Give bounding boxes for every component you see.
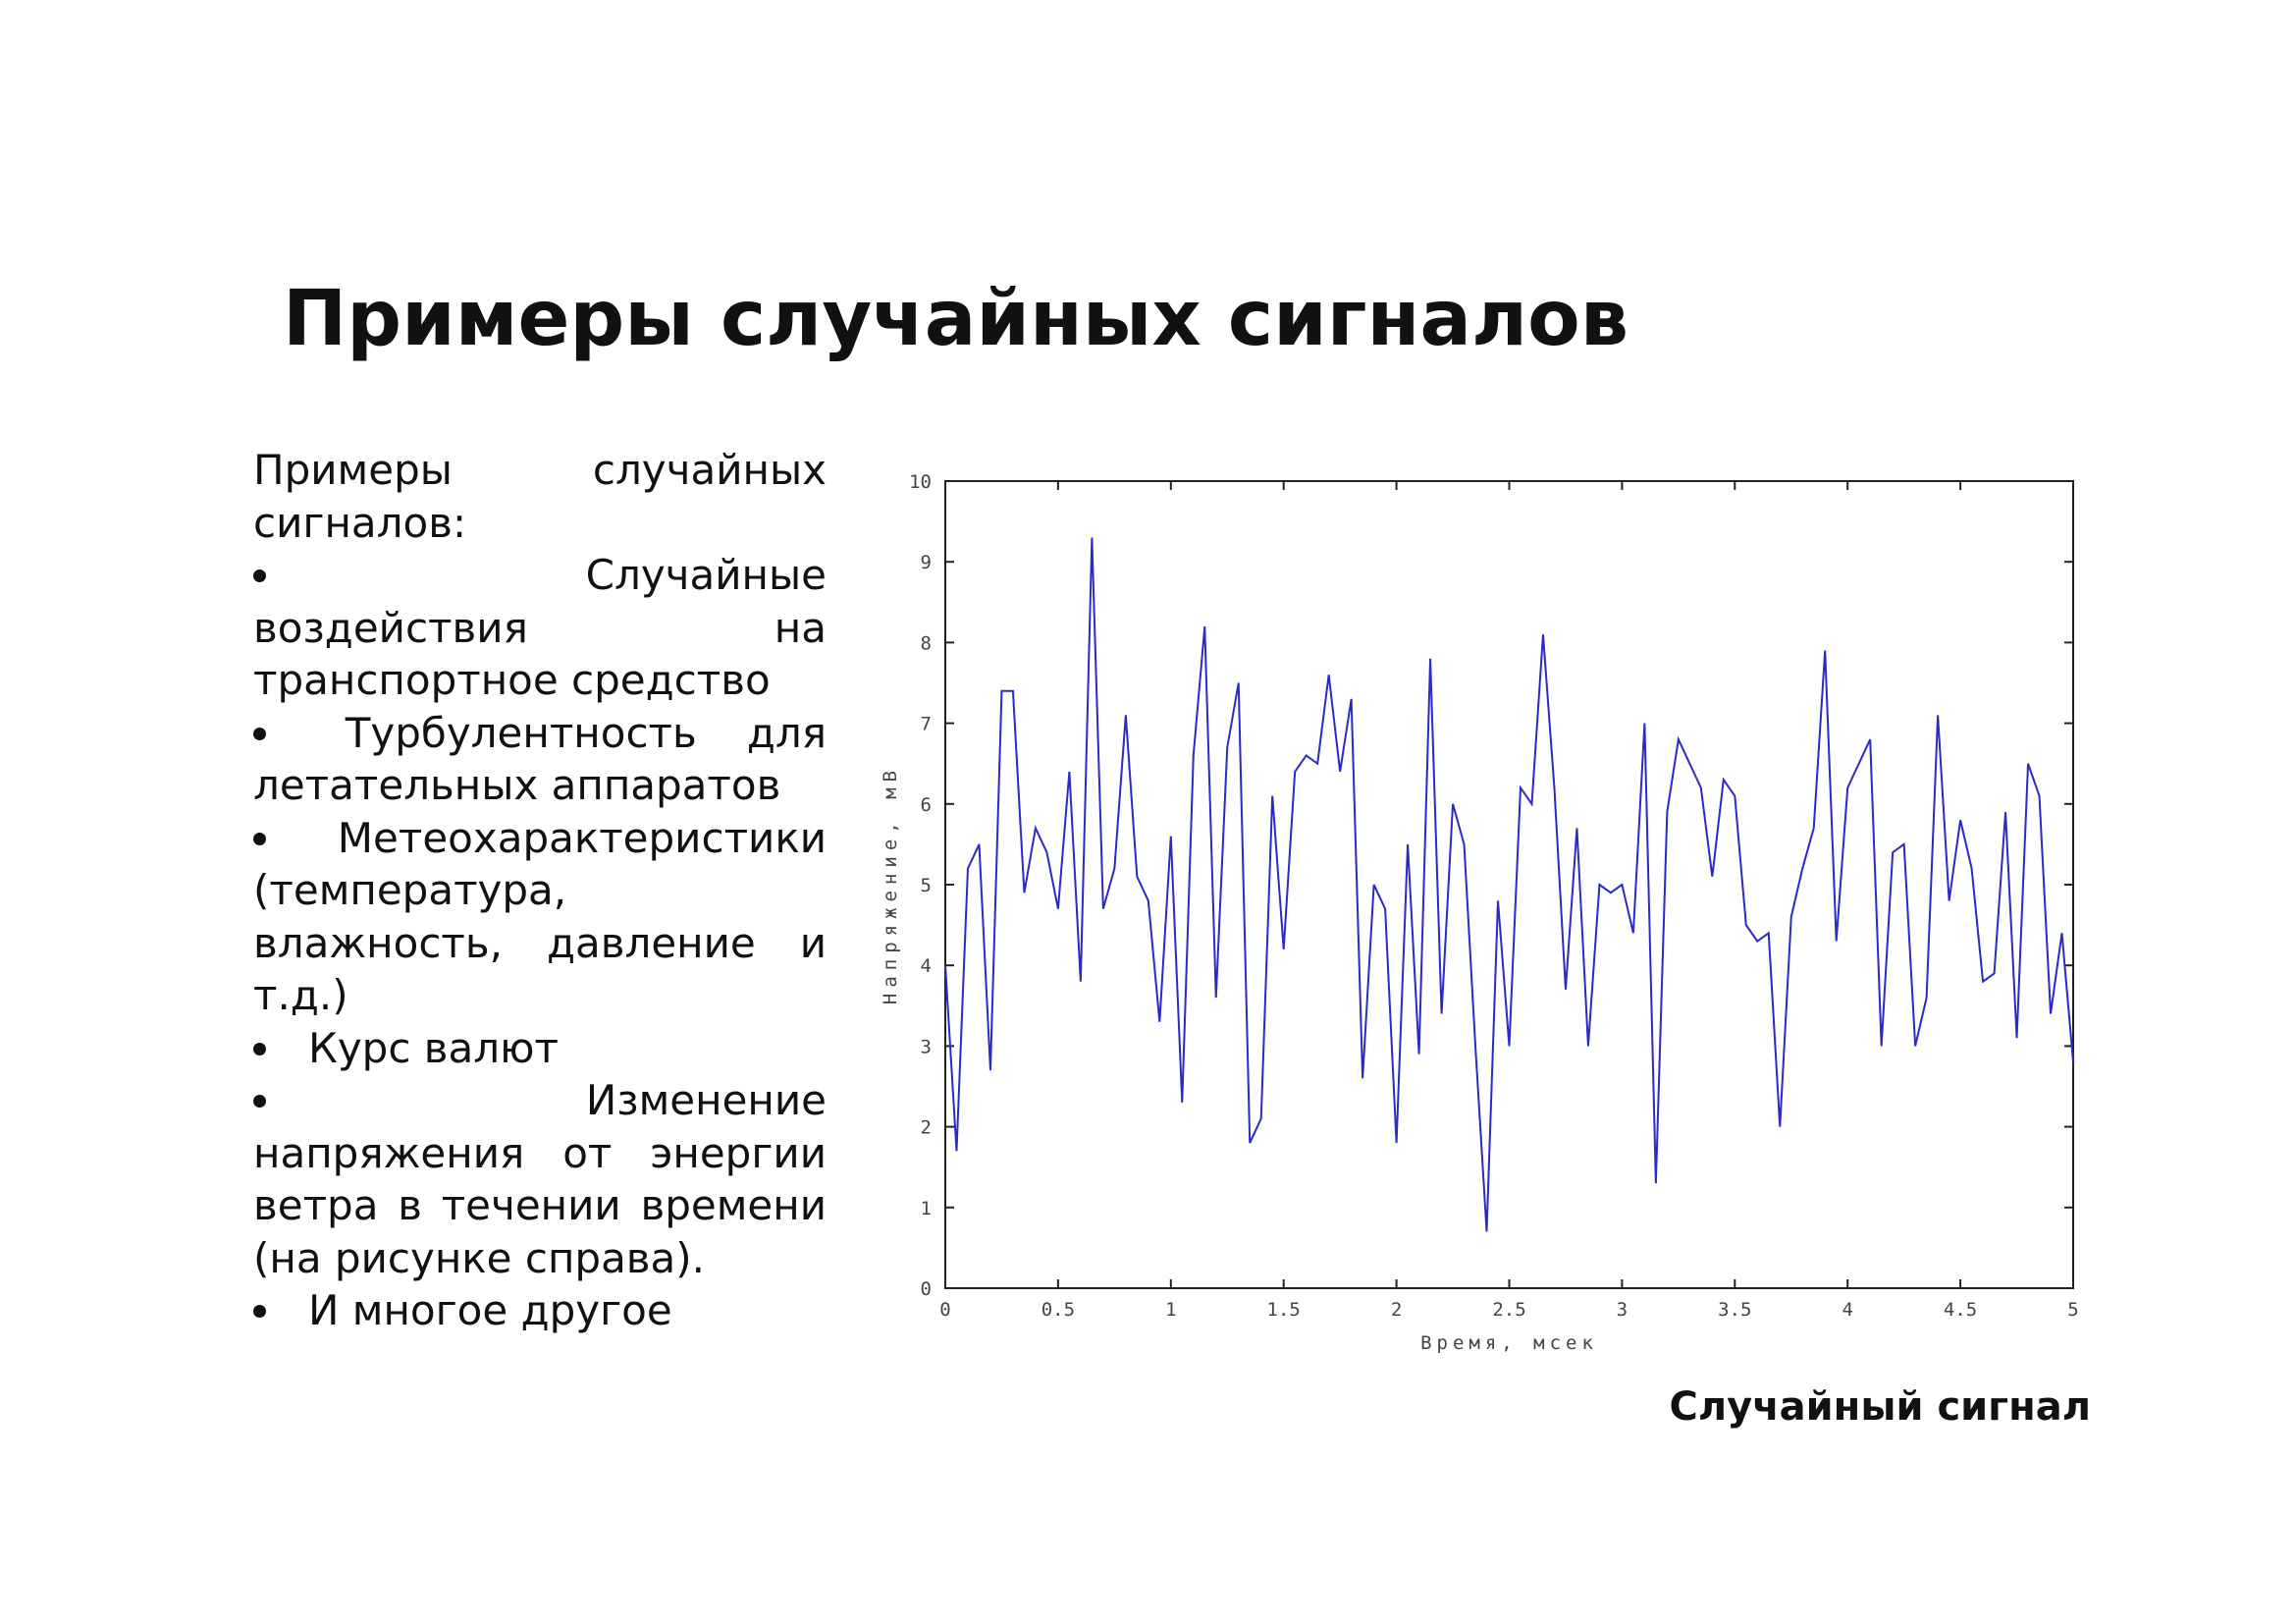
signal-line xyxy=(944,537,2074,1232)
y-tick-label: 6 xyxy=(921,794,932,816)
x-tick-label: 2 xyxy=(1391,1299,1402,1321)
bullet-item: Изменение напряжения от энергии ветра в … xyxy=(253,1074,827,1284)
chart-caption: Случайный сигнал xyxy=(1669,1384,2091,1430)
x-tick-label: 1 xyxy=(1165,1299,1176,1321)
x-tick-label: 0 xyxy=(939,1299,950,1321)
x-tick-label: 0.5 xyxy=(1041,1299,1075,1321)
bullet-item: Турбулентность для летательных аппаратов xyxy=(253,707,827,812)
x-tick-label: 3 xyxy=(1617,1299,1628,1321)
slide-title: Примеры случайных сигналов xyxy=(283,275,1629,363)
bullet-item: Случайные воздействия на транспортное ср… xyxy=(253,549,827,707)
bullet-item: И многое другое xyxy=(253,1284,827,1337)
y-tick-label: 4 xyxy=(921,955,932,977)
y-axis-label: Напряжение, мВ xyxy=(880,765,901,1004)
x-tick-label: 4 xyxy=(1842,1299,1852,1321)
y-tick-label: 10 xyxy=(909,471,932,493)
x-tick-label: 2.5 xyxy=(1492,1299,1525,1321)
intro: Примеры случайных сигналов: xyxy=(253,446,827,547)
y-tick-label: 7 xyxy=(921,714,932,735)
y-tick-label: 9 xyxy=(921,552,932,573)
y-tick-label: 8 xyxy=(921,632,932,654)
y-tick-label: 3 xyxy=(921,1036,932,1057)
bullet-item: Метеохарактеристики (температура, влажно… xyxy=(253,812,827,1022)
text-block: Примеры случайных сигналов: Случайные во… xyxy=(253,444,827,1337)
x-tick-label: 4.5 xyxy=(1944,1299,1977,1321)
chart: 0 1 2 3 4 5 6 7 8 9 10 0 0.5 1 1.5 2 2.5 3 3.5 4 4.5 5 Время, … xyxy=(880,471,2079,1354)
x-tick-label: 3.5 xyxy=(1718,1299,1751,1321)
x-tick-label: 1.5 xyxy=(1267,1299,1301,1321)
x-axis-label: Время, мсек xyxy=(1420,1332,1598,1354)
bullet-list: Случайные воздействия на транспортное ср… xyxy=(253,549,827,1337)
bullet-item: Курс валют xyxy=(253,1022,827,1075)
y-tick-label: 5 xyxy=(921,875,932,896)
y-tick-label: 2 xyxy=(921,1117,932,1139)
plot-frame xyxy=(944,480,2074,1289)
y-tick-label: 1 xyxy=(921,1198,932,1219)
x-tick-label: 5 xyxy=(2067,1299,2078,1321)
y-tick-label: 0 xyxy=(921,1278,932,1300)
